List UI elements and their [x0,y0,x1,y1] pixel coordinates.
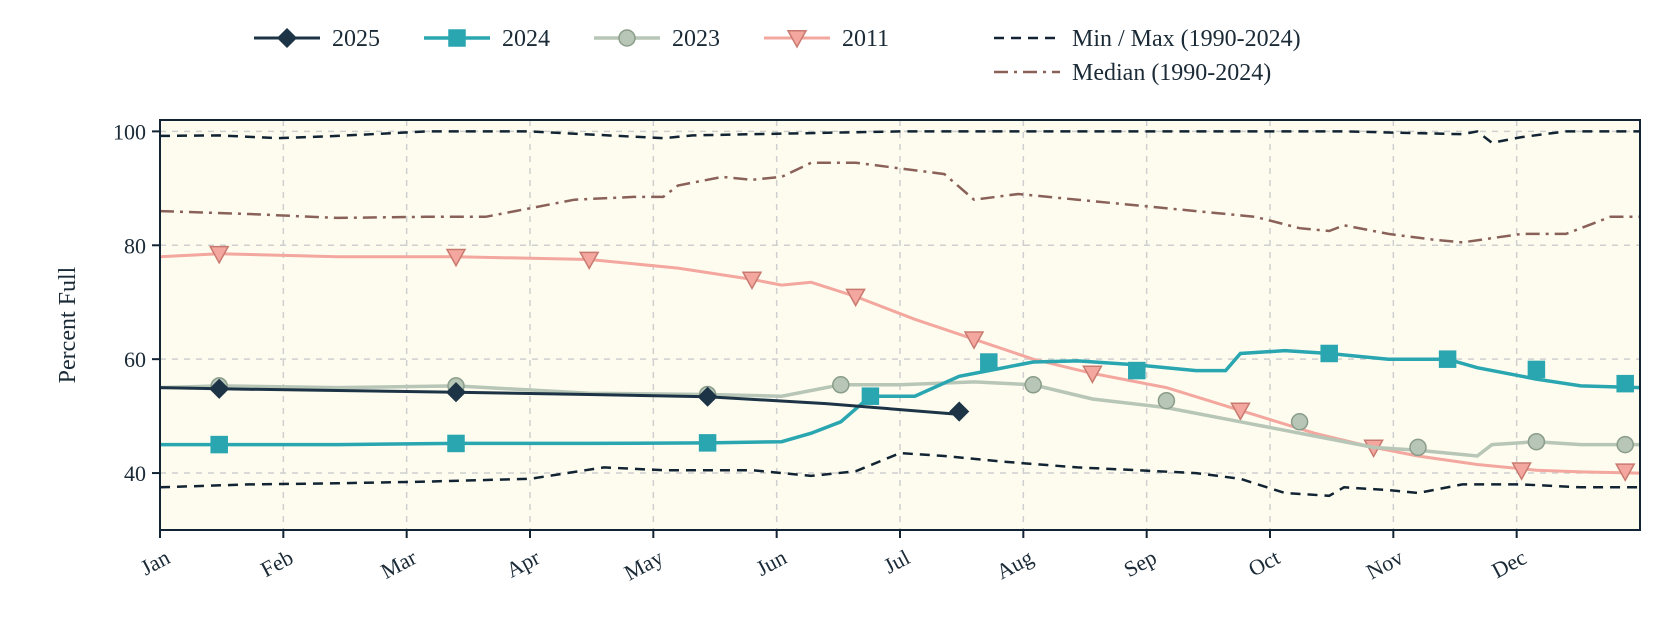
legend-label: 2011 [842,26,889,52]
ytick-label: 60 [124,347,146,372]
ytick-label: 40 [124,461,146,486]
ytick-label: 100 [113,119,146,144]
legend-label: 2023 [672,26,720,52]
legend-label: 2024 [502,26,550,52]
legend-label: Min / Max (1990-2024) [1072,26,1301,52]
ytick-label: 80 [124,233,146,258]
legend-label: 2025 [332,26,380,52]
y-axis-label: Percent Full [55,266,81,383]
legend-label: Median (1990-2024) [1072,60,1271,86]
reservoir-percent-full-chart: 406080100Percent FullJanFebMarAprMayJunJ… [0,0,1680,630]
